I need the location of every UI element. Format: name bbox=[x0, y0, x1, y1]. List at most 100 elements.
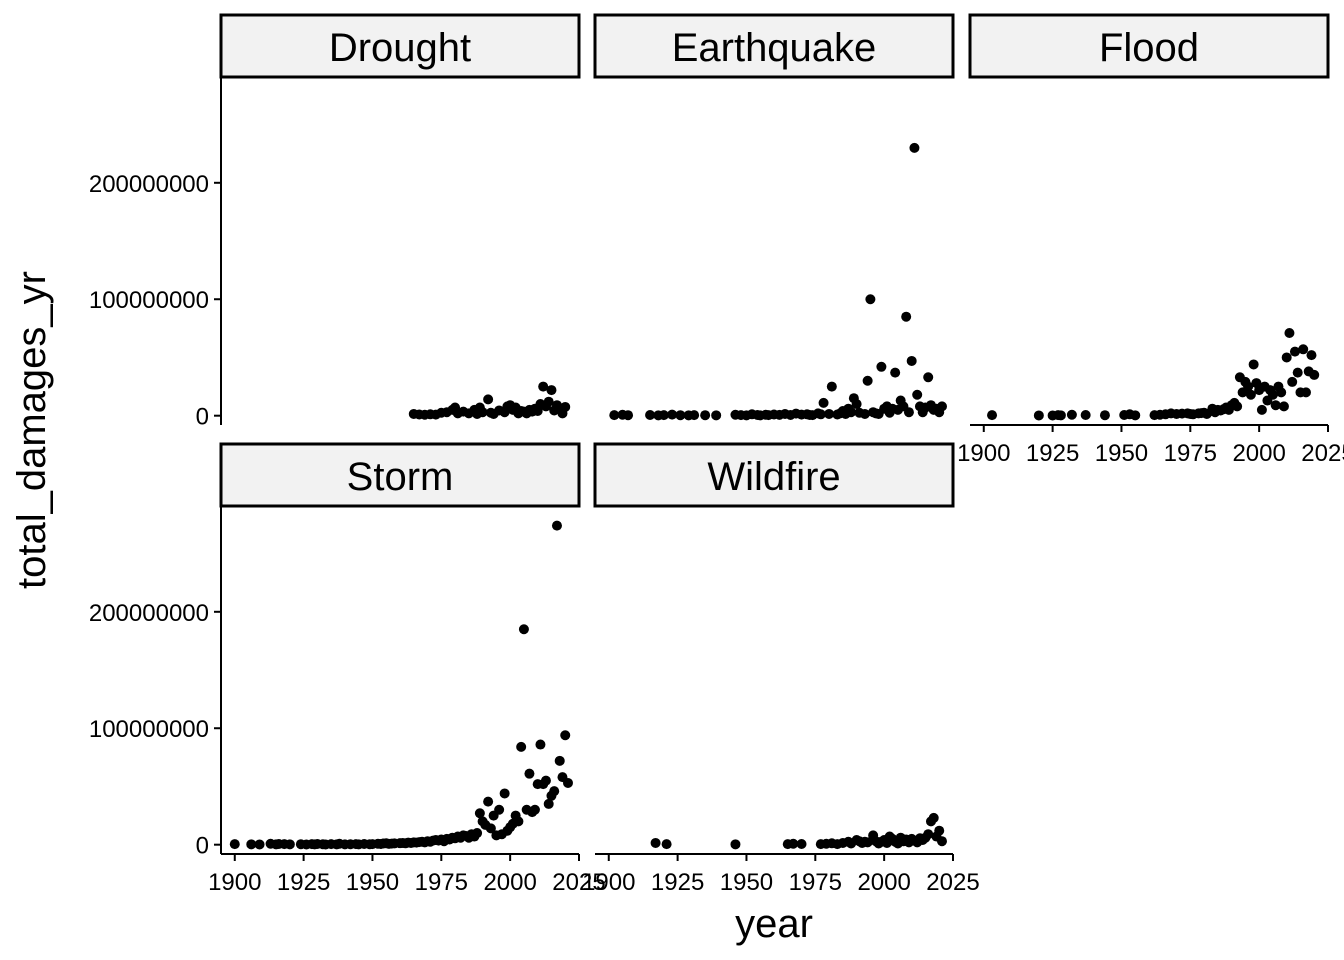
data-point bbox=[543, 396, 554, 407]
data-point bbox=[609, 410, 620, 421]
facet-strip bbox=[593, 442, 955, 508]
x-axis-title: year bbox=[735, 902, 813, 946]
data-point bbox=[1130, 410, 1141, 421]
data-point bbox=[689, 410, 700, 421]
data-point bbox=[562, 777, 573, 788]
data-point bbox=[862, 375, 873, 386]
facet-drought: Drought 0 100000000 200000000 bbox=[89, 13, 581, 431]
facet-strip-label: Storm bbox=[347, 455, 454, 499]
data-point bbox=[1287, 376, 1298, 387]
data-point bbox=[483, 394, 494, 405]
data-point bbox=[645, 409, 656, 420]
y-axis-title: total_damages_yr bbox=[10, 271, 54, 589]
data-point bbox=[551, 520, 562, 531]
facet-strip bbox=[219, 13, 581, 79]
data-point bbox=[846, 407, 857, 418]
x-tick-label: 1950 bbox=[720, 869, 773, 896]
data-point bbox=[1300, 387, 1311, 398]
x-tick-label: 1925 bbox=[651, 869, 704, 896]
data-point bbox=[284, 839, 295, 850]
data-point bbox=[474, 808, 485, 819]
x-tick-label: 2025 bbox=[552, 869, 605, 896]
data-point bbox=[1055, 410, 1066, 421]
data-point bbox=[901, 311, 912, 322]
facet-flood: Flood 1900 1925 1950 1975 2000 2025 bbox=[957, 13, 1344, 467]
data-point bbox=[1245, 389, 1256, 400]
data-point bbox=[1256, 404, 1267, 415]
data-point bbox=[865, 294, 876, 305]
x-tick-label: 1900 bbox=[208, 869, 261, 896]
facet-strip bbox=[219, 442, 581, 508]
data-point bbox=[936, 401, 947, 412]
data-point bbox=[1080, 409, 1091, 420]
data-point bbox=[859, 408, 870, 419]
data-point bbox=[535, 739, 546, 750]
data-point bbox=[934, 825, 945, 836]
x-tick-label: 1950 bbox=[346, 869, 399, 896]
data-point bbox=[923, 372, 934, 383]
data-point bbox=[1298, 344, 1309, 355]
data-point bbox=[903, 407, 914, 418]
data-point bbox=[472, 828, 483, 839]
y-tick-label: 100000000 bbox=[89, 716, 209, 743]
x-tick-label: 1975 bbox=[789, 869, 842, 896]
data-point bbox=[229, 839, 240, 850]
data-point bbox=[675, 410, 686, 421]
data-point bbox=[851, 399, 862, 410]
x-tick-label: 1950 bbox=[1095, 440, 1148, 467]
facet-wildfire: Wildfire 1900 1925 1950 1975 2000 2025 bbox=[582, 442, 980, 896]
data-point bbox=[667, 409, 678, 420]
data-point bbox=[254, 839, 265, 850]
facet-strip-label: Flood bbox=[1099, 26, 1199, 70]
data-point bbox=[650, 837, 661, 848]
y-tick-label: 0 bbox=[196, 833, 209, 860]
data-point bbox=[658, 410, 669, 421]
x-tick-label: 1900 bbox=[957, 440, 1010, 467]
data-point bbox=[623, 410, 634, 421]
x-tick-label: 2025 bbox=[926, 869, 979, 896]
facet-strip bbox=[593, 13, 955, 79]
x-tick-label: 2000 bbox=[483, 869, 536, 896]
x-tick-label: 1900 bbox=[582, 869, 635, 896]
data-point bbox=[540, 775, 551, 786]
facet-panels: Drought 0 100000000 200000000 Earthquake Floo… bbox=[89, 13, 1344, 896]
data-point bbox=[1267, 389, 1278, 400]
data-point bbox=[912, 389, 923, 400]
data-point bbox=[1292, 367, 1303, 378]
data-point bbox=[909, 142, 920, 153]
x-tick-label: 1925 bbox=[277, 869, 330, 896]
data-point bbox=[543, 798, 554, 809]
facet-earthquake: Earthquake bbox=[593, 13, 955, 421]
x-tick-label: 1925 bbox=[1026, 440, 1079, 467]
data-point bbox=[700, 410, 711, 421]
data-point bbox=[513, 816, 524, 827]
data-point bbox=[485, 823, 496, 834]
data-point bbox=[923, 829, 934, 840]
data-point bbox=[826, 381, 837, 392]
data-point bbox=[818, 397, 829, 408]
x-tick-label: 2025 bbox=[1301, 440, 1344, 467]
y-tick-label: 200000000 bbox=[89, 600, 209, 627]
data-point bbox=[1278, 401, 1289, 412]
data-point bbox=[494, 804, 505, 815]
data-point bbox=[546, 385, 557, 396]
data-point bbox=[538, 381, 549, 392]
data-point bbox=[1276, 387, 1287, 398]
data-point bbox=[730, 839, 741, 850]
data-point bbox=[246, 839, 257, 850]
facet-strip-label: Wildfire bbox=[707, 455, 840, 499]
y-tick-label: 100000000 bbox=[89, 287, 209, 314]
data-point bbox=[876, 361, 887, 372]
data-point bbox=[1284, 328, 1295, 339]
y-tick-label: 0 bbox=[196, 404, 209, 431]
data-point bbox=[518, 624, 529, 635]
data-point bbox=[499, 788, 510, 799]
data-point bbox=[1099, 410, 1110, 421]
x-tick-label: 2000 bbox=[857, 869, 910, 896]
data-point bbox=[788, 838, 799, 849]
data-point bbox=[711, 410, 722, 421]
data-point bbox=[928, 812, 939, 823]
y-tick-label: 200000000 bbox=[89, 171, 209, 198]
data-point bbox=[661, 839, 672, 850]
